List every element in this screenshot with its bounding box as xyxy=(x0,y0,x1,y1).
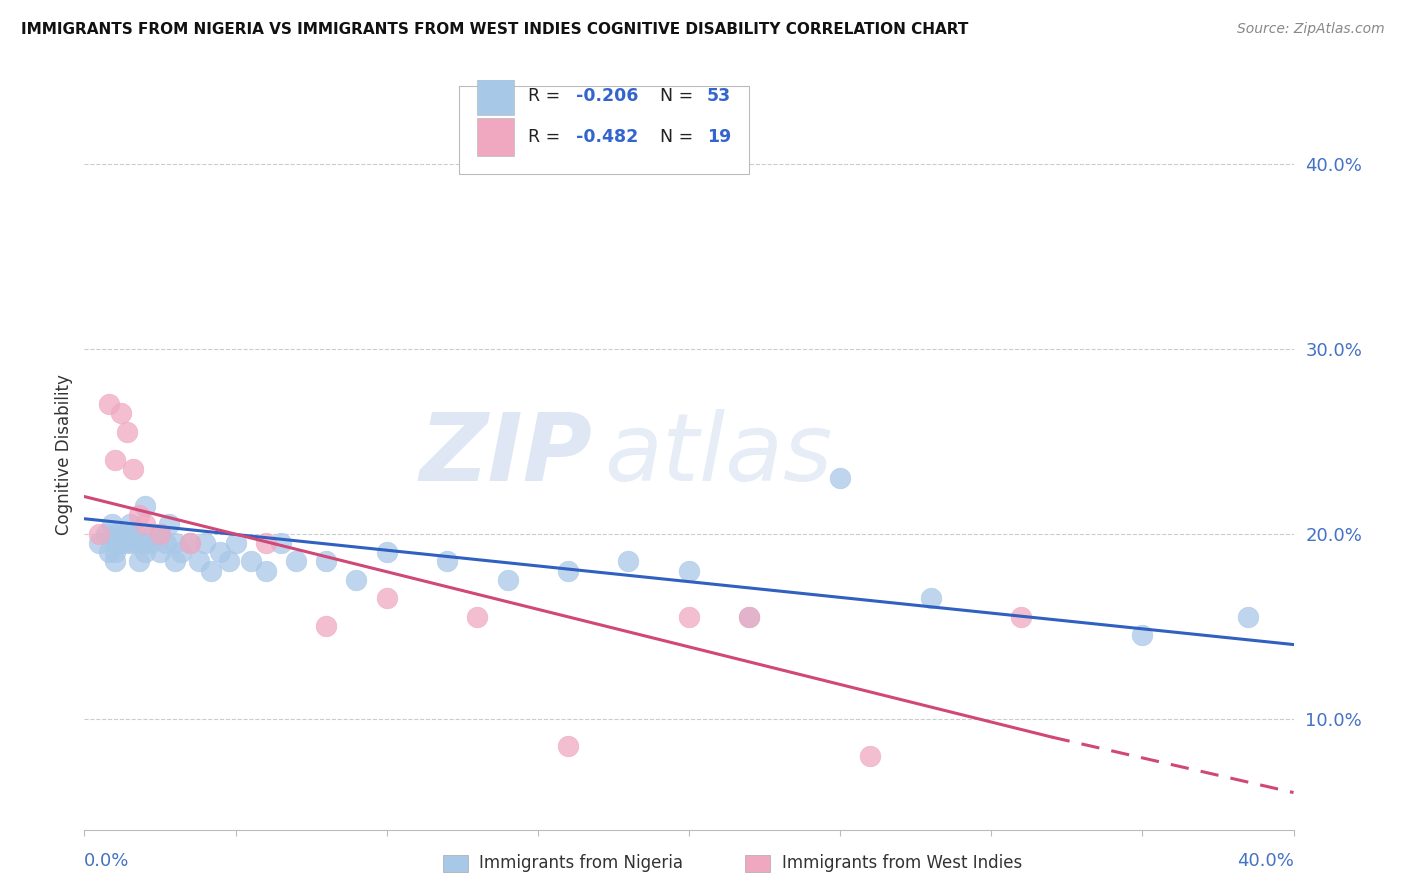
Point xyxy=(97,397,120,411)
Point xyxy=(678,564,700,578)
Point xyxy=(112,526,135,541)
Text: N =: N = xyxy=(650,128,699,146)
Point xyxy=(142,526,165,541)
Point xyxy=(254,536,277,550)
Point xyxy=(128,508,150,522)
Text: ZIP: ZIP xyxy=(419,409,592,501)
Text: IMMIGRANTS FROM NIGERIA VS IMMIGRANTS FROM WEST INDIES COGNITIVE DISABILITY CORR: IMMIGRANTS FROM NIGERIA VS IMMIGRANTS FR… xyxy=(21,22,969,37)
Point xyxy=(104,452,127,467)
Point xyxy=(285,554,308,568)
Point xyxy=(100,517,122,532)
Point xyxy=(115,425,138,439)
Text: R =: R = xyxy=(529,128,565,146)
Point xyxy=(1130,628,1153,642)
Point xyxy=(110,536,132,550)
Point xyxy=(139,536,162,550)
Point xyxy=(375,545,398,559)
Text: Immigrants from West Indies: Immigrants from West Indies xyxy=(782,855,1022,872)
Text: -0.482: -0.482 xyxy=(576,128,638,146)
Point xyxy=(617,554,640,568)
Point xyxy=(1011,609,1033,624)
Point xyxy=(165,554,187,568)
Point xyxy=(157,517,180,532)
Point xyxy=(1237,609,1260,624)
Y-axis label: Cognitive Disability: Cognitive Disability xyxy=(55,375,73,535)
Text: Source: ZipAtlas.com: Source: ZipAtlas.com xyxy=(1237,22,1385,37)
Point xyxy=(134,536,156,550)
Point xyxy=(496,573,519,587)
Point xyxy=(149,526,172,541)
Point xyxy=(315,554,337,568)
Point xyxy=(149,526,172,541)
Text: R =: R = xyxy=(529,87,565,105)
Point xyxy=(200,564,222,578)
Point xyxy=(89,526,111,541)
Point xyxy=(225,536,247,550)
Point xyxy=(209,545,232,559)
FancyBboxPatch shape xyxy=(460,86,749,174)
FancyBboxPatch shape xyxy=(478,78,513,115)
Point xyxy=(557,564,579,578)
FancyBboxPatch shape xyxy=(478,118,513,155)
Text: atlas: atlas xyxy=(605,409,832,500)
Point xyxy=(188,554,211,568)
Point xyxy=(115,536,138,550)
Point xyxy=(165,536,187,550)
Point xyxy=(738,609,761,624)
Point xyxy=(118,517,141,532)
Point xyxy=(97,545,120,559)
Point xyxy=(254,564,277,578)
Text: -0.206: -0.206 xyxy=(576,87,638,105)
Text: N =: N = xyxy=(650,87,699,105)
Text: 19: 19 xyxy=(707,128,731,146)
Point xyxy=(121,536,143,550)
Text: 53: 53 xyxy=(707,87,731,105)
Point xyxy=(104,545,127,559)
Point xyxy=(218,554,240,568)
Point xyxy=(118,526,141,541)
Point xyxy=(128,554,150,568)
Point xyxy=(170,545,193,559)
Point xyxy=(315,619,337,633)
Point xyxy=(128,536,150,550)
Text: 40.0%: 40.0% xyxy=(1237,852,1294,870)
Point xyxy=(830,471,852,485)
Point xyxy=(738,609,761,624)
Point xyxy=(557,739,579,754)
Point xyxy=(346,573,368,587)
Point xyxy=(134,545,156,559)
Text: 0.0%: 0.0% xyxy=(84,852,129,870)
Point xyxy=(110,406,132,420)
Point xyxy=(104,526,127,541)
Text: Immigrants from Nigeria: Immigrants from Nigeria xyxy=(479,855,683,872)
Point xyxy=(134,517,156,532)
Point xyxy=(125,526,148,541)
Point xyxy=(149,545,172,559)
Point xyxy=(179,536,201,550)
Point xyxy=(194,536,217,550)
Point xyxy=(104,536,127,550)
Point xyxy=(155,536,177,550)
Point xyxy=(239,554,262,568)
Point xyxy=(436,554,458,568)
Point xyxy=(467,609,489,624)
Point xyxy=(89,536,111,550)
Point xyxy=(859,748,882,763)
Point xyxy=(121,462,143,476)
Point xyxy=(678,609,700,624)
Point xyxy=(179,536,201,550)
Point xyxy=(134,499,156,513)
Point xyxy=(375,591,398,606)
Point xyxy=(920,591,942,606)
Point xyxy=(94,526,117,541)
Point xyxy=(104,554,127,568)
Point xyxy=(270,536,292,550)
